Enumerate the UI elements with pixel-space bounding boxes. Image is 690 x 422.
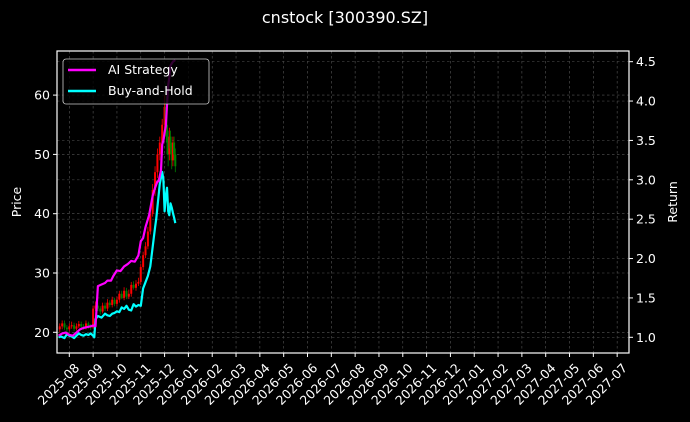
y-axis-right-ticks: 1.0 1.5 2.0 2.5 3.0 3.5 4.0 4.5 (629, 54, 656, 345)
axes-frame (56, 50, 630, 354)
candle-body (84, 323, 87, 328)
candle-body (75, 326, 78, 329)
candle-body (120, 293, 123, 298)
legend-label-buy-and-hold: Buy-and-Hold (108, 83, 193, 98)
y-left-tick-label: 40 (34, 206, 50, 221)
y-right-tick-label: 3.5 (636, 133, 656, 148)
candle-body (61, 323, 64, 327)
candle-body (146, 231, 149, 247)
candle-body (168, 136, 171, 155)
candle-body (65, 327, 68, 330)
candle-body (101, 305, 104, 312)
candle-body (144, 246, 147, 256)
legend: AI Strategy Buy-and-Hold (62, 58, 210, 105)
candle-body (173, 142, 176, 155)
candle-body (92, 308, 95, 328)
candle-body (169, 136, 172, 149)
candle-body (125, 290, 128, 297)
candle-body (104, 305, 107, 309)
candle-body (171, 142, 174, 161)
candlestick-series (58, 83, 177, 333)
candle-body (111, 299, 114, 306)
y-left-tick-label: 30 (34, 266, 50, 281)
candle-body (73, 325, 76, 329)
candle-body (113, 299, 116, 304)
candle-body (142, 255, 145, 268)
candle-body (99, 308, 102, 312)
y-right-tick-label: 1.0 (636, 330, 656, 345)
candle-body (158, 142, 161, 155)
candle-body (123, 290, 126, 298)
y-axis-right-label: Return (665, 181, 680, 222)
line-series (58, 59, 177, 340)
y-axis-left-ticks: 20 30 40 50 60 (34, 88, 57, 340)
y-right-tick-label: 4.0 (636, 94, 656, 109)
candle-body (118, 293, 121, 300)
y-left-tick-label: 50 (34, 147, 50, 162)
candle-body (127, 293, 130, 297)
x-axis-ticks: 2025-082025-092025-102025-112025-122026-… (35, 353, 630, 408)
candle-body (154, 172, 157, 190)
candle-body (137, 281, 140, 284)
legend-box (62, 58, 210, 105)
candle-body (108, 302, 111, 306)
y-right-tick-label: 3.0 (636, 172, 656, 187)
candle-body (149, 213, 152, 232)
y-right-tick-label: 2.0 (636, 251, 656, 266)
candle-body (165, 124, 168, 143)
candle-body (106, 302, 109, 309)
candle-body (139, 267, 142, 282)
line-buy-and-hold (58, 170, 177, 340)
candle-body (80, 323, 83, 327)
candle-body (115, 299, 118, 304)
candle-body (68, 326, 71, 330)
candle-body (161, 124, 164, 143)
y-right-tick-label: 2.5 (636, 212, 656, 227)
candle-body (58, 326, 61, 330)
candle-body (170, 148, 173, 161)
candle-body (163, 106, 166, 125)
candle-body (70, 325, 73, 327)
candle-body (77, 323, 80, 327)
y-right-tick-label: 4.5 (636, 54, 656, 69)
candle-body (156, 154, 159, 173)
candle-body (132, 284, 135, 288)
candle-body (94, 305, 97, 309)
candle-body (87, 323, 90, 327)
legend-label-ai-strategy: AI Strategy (108, 62, 178, 77)
y-right-tick-label: 1.5 (636, 290, 656, 305)
y-left-tick-label: 60 (34, 88, 50, 103)
candle-body (63, 323, 66, 328)
candle-body (130, 284, 133, 294)
candle-body (167, 142, 170, 155)
line-ai-strategy (58, 59, 176, 337)
chart-title: cnstock [300390.SZ] (261, 8, 429, 27)
y-axis-left-label: Price (9, 186, 24, 217)
y-left-tick-label: 20 (34, 325, 50, 340)
candle-body (96, 305, 99, 309)
candle-body (174, 154, 177, 167)
candle-body (134, 283, 137, 288)
